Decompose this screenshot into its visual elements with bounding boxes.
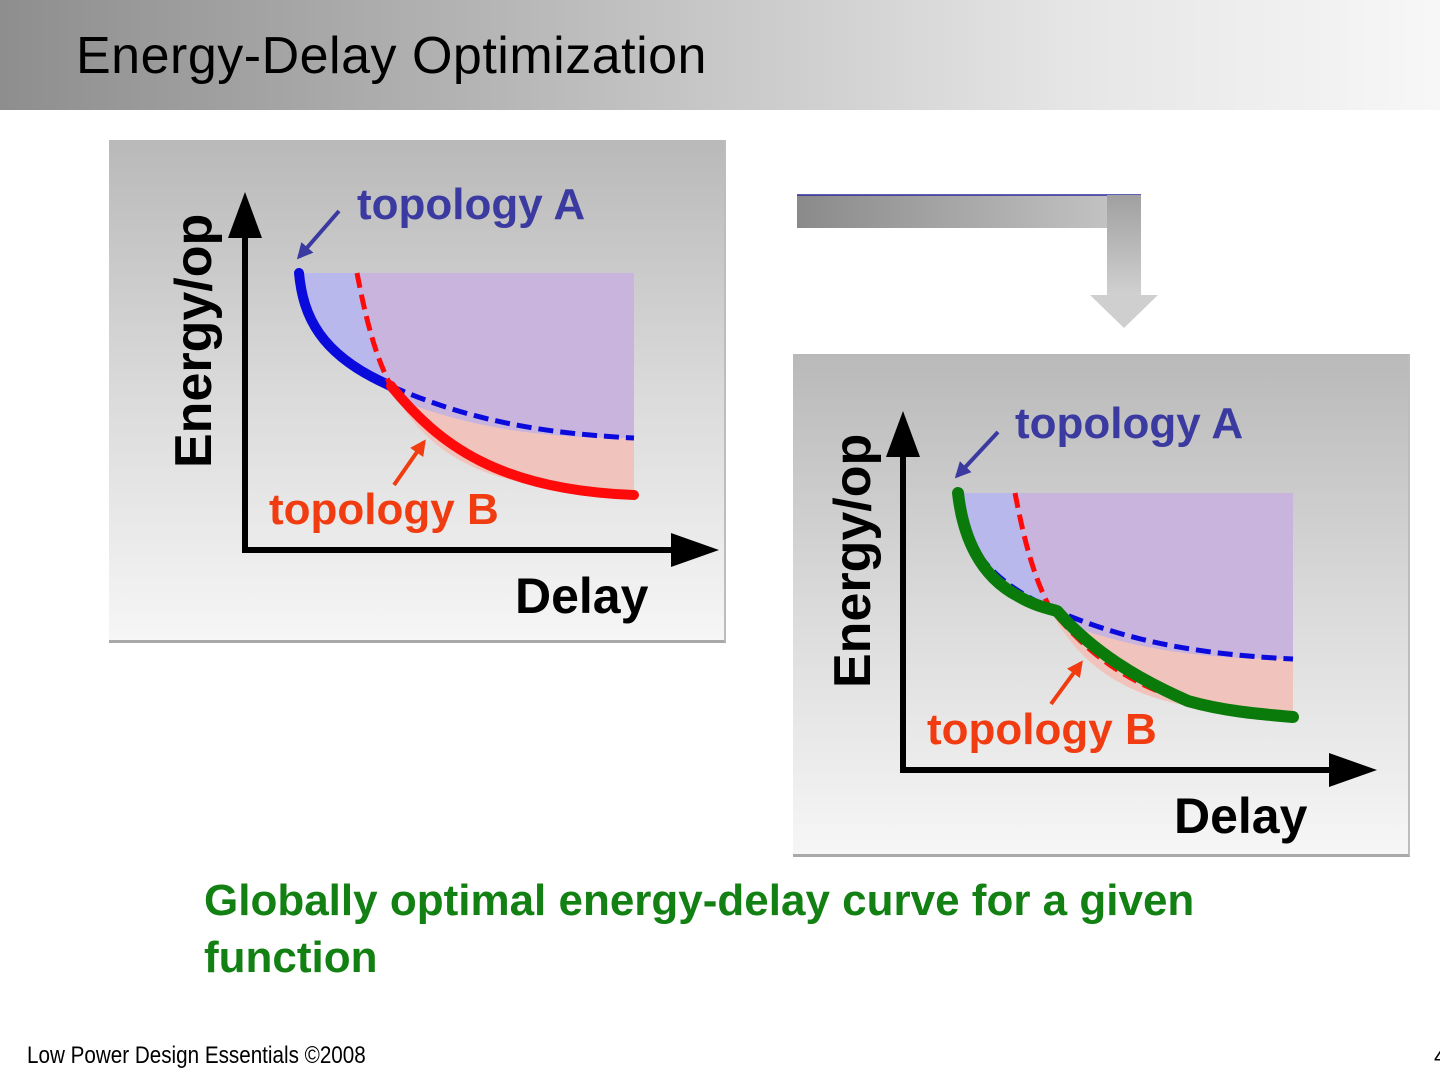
y-axis-arrowhead-icon bbox=[886, 411, 920, 457]
page-number: 4 bbox=[1434, 1044, 1440, 1070]
title-bar: Energy-Delay Optimization bbox=[0, 0, 1440, 110]
slide-title: Energy-Delay Optimization bbox=[76, 27, 707, 85]
topology-b-curve-dashed bbox=[354, 272, 394, 388]
topology-b-curve-solid bbox=[386, 381, 639, 500]
topology-b-label: topology B bbox=[927, 705, 1157, 754]
energy-delay-diagram-right: topology A topology B Energy/op Delay bbox=[824, 399, 1377, 844]
energy-delay-diagram-left: topology A topology B Energy/op Delay bbox=[165, 180, 719, 624]
topology-a-label: topology A bbox=[1015, 399, 1243, 448]
topology-b-pointer-icon bbox=[1049, 660, 1083, 706]
overlap-region bbox=[1015, 493, 1293, 659]
footer-copyright: Low Power Design Essentials ©2008 bbox=[27, 1042, 366, 1069]
y-axis-label: Energy/op bbox=[824, 434, 882, 688]
topology-a-pointer-icon bbox=[954, 430, 1000, 479]
caption: Globally optimal energy-delay curve for … bbox=[204, 876, 1195, 982]
x-axis-arrowhead-icon bbox=[1329, 753, 1377, 787]
topology-a-label: topology A bbox=[357, 180, 585, 229]
topology-a-curve-dashed bbox=[389, 383, 635, 441]
topology-b-pointer-icon bbox=[392, 439, 426, 487]
overlap-region bbox=[357, 273, 634, 438]
topology-a-curve-solid bbox=[294, 268, 396, 391]
y-axis-arrowhead-icon bbox=[228, 192, 262, 238]
topology-b-label: topology B bbox=[269, 485, 499, 534]
x-axis-label: Delay bbox=[515, 568, 649, 624]
x-axis-arrowhead-icon bbox=[671, 533, 719, 567]
x-axis-label: Delay bbox=[1174, 788, 1308, 844]
y-axis-label: Energy/op bbox=[165, 214, 223, 468]
diagram-panel-right: topology A topology B Energy/op Delay bbox=[793, 354, 1410, 857]
diagram-panel-left: topology A topology B Energy/op Delay bbox=[109, 140, 726, 643]
global-optimum-curve bbox=[952, 487, 1299, 723]
elbow-down-arrow-icon bbox=[797, 194, 1158, 328]
topology-a-pointer-icon bbox=[296, 209, 341, 260]
